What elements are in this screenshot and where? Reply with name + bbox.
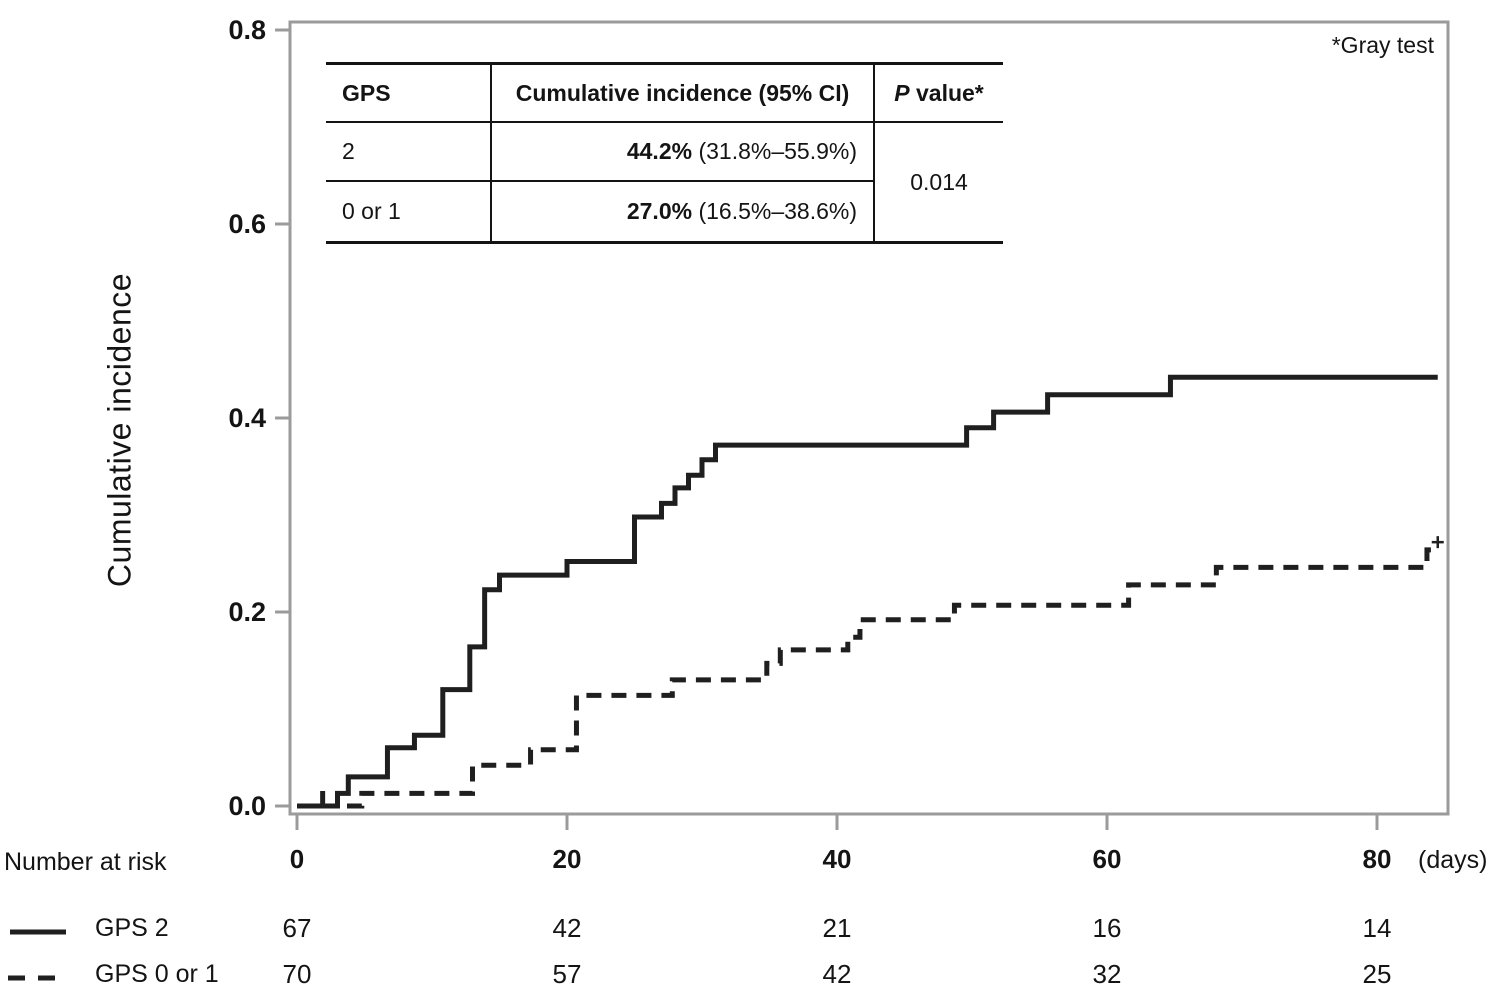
risk-count: 16 bbox=[1092, 913, 1122, 943]
gray-test-note: *Gray test bbox=[1331, 32, 1434, 58]
x-tick-label: 60 bbox=[1092, 844, 1122, 874]
risk-count: 57 bbox=[552, 959, 582, 989]
estimates-row-gps01-value: 27.0% (16.5%–38.6%) bbox=[492, 182, 875, 241]
estimates-row-gps01-label: 0 or 1 bbox=[326, 182, 492, 241]
estimates-p-value: 0.014 bbox=[910, 168, 968, 195]
y-tick-label: 0.2 bbox=[228, 597, 266, 627]
y-axis-title: Cumulative incidence bbox=[101, 272, 138, 588]
estimates-row-gps2-value: 44.2% (31.8%–55.9%) bbox=[492, 123, 875, 182]
risk-count: 42 bbox=[552, 913, 582, 943]
gps2-solid-line-swatch bbox=[10, 929, 66, 935]
number-at-risk-label: Number at risk bbox=[4, 848, 167, 876]
risk-count: 67 bbox=[282, 913, 312, 943]
legend-label-gps01: GPS 0 or 1 bbox=[95, 960, 219, 988]
x-tick-label: 0 bbox=[289, 844, 305, 874]
y-tick-label: 0.6 bbox=[228, 209, 266, 239]
curve-gps-2 bbox=[297, 374, 1438, 809]
plot-frame bbox=[288, 20, 1450, 816]
risk-count: 21 bbox=[822, 913, 852, 943]
risk-count: 25 bbox=[1362, 959, 1392, 989]
x-tick-label: 40 bbox=[822, 844, 852, 874]
estimates-header-gps: GPS bbox=[326, 65, 492, 123]
y-tick-label: 0.0 bbox=[228, 791, 266, 821]
gps01-dashed-line-swatch bbox=[8, 975, 68, 981]
x-tick-label: 20 bbox=[552, 844, 582, 874]
x-axis-unit-label: (days) bbox=[1418, 846, 1488, 874]
risk-count: 32 bbox=[1092, 959, 1122, 989]
y-tick-label: 0.8 bbox=[228, 15, 266, 45]
risk-count: 14 bbox=[1362, 913, 1392, 943]
plot-area bbox=[275, 20, 1450, 830]
estimates-header-ci: Cumulative incidence (95% CI) bbox=[492, 65, 875, 123]
legend-label-gps2: GPS 2 bbox=[95, 914, 169, 942]
risk-count: 70 bbox=[282, 959, 312, 989]
estimates-row-gps2-label: 2 bbox=[326, 123, 492, 182]
risk-count: 42 bbox=[822, 959, 852, 989]
estimates-table: GPS Cumulative incidence (95% CI) P valu… bbox=[326, 62, 1003, 244]
curve-gps-0-or-1 bbox=[297, 547, 1431, 809]
estimates-header-pvalue: P value* bbox=[875, 65, 1003, 123]
y-tick-label: 0.4 bbox=[228, 403, 266, 433]
x-tick-label: 80 bbox=[1362, 844, 1392, 874]
